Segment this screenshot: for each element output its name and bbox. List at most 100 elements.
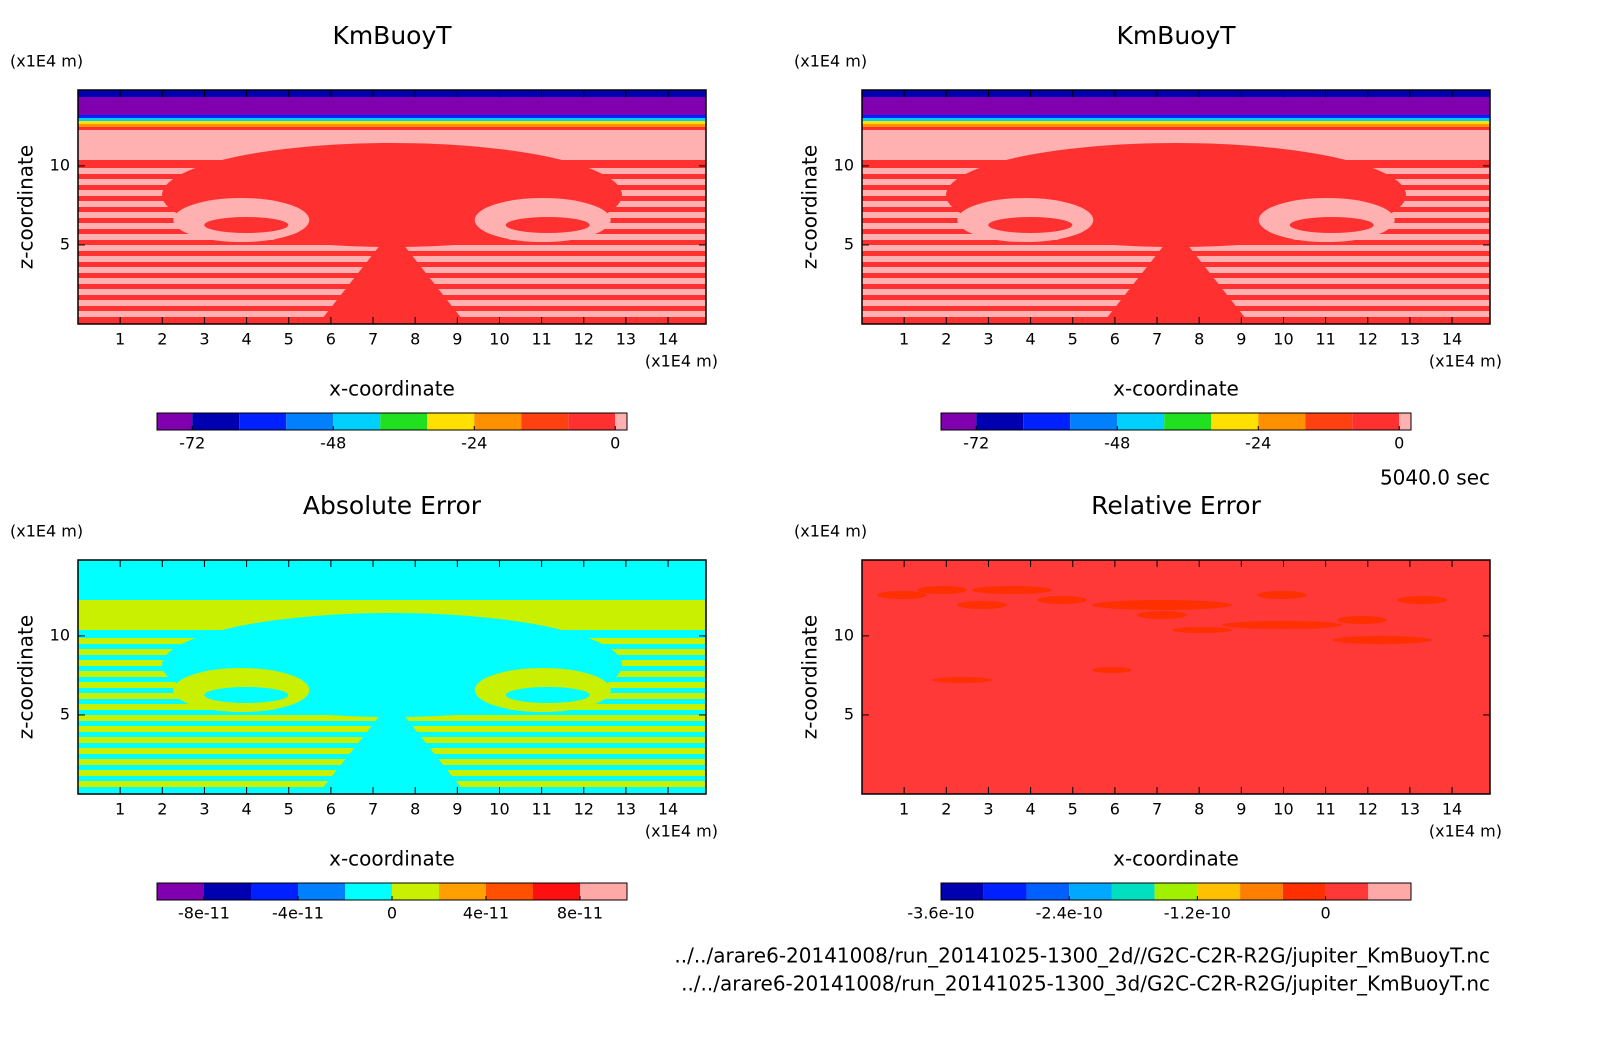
field-spot — [1092, 600, 1232, 610]
colorbar-tick-label: -4e-11 — [272, 904, 324, 923]
colorbar-cell — [1305, 413, 1353, 430]
x-tick-label: 10 — [1273, 800, 1293, 819]
colorbar-cell — [615, 413, 627, 430]
x-axis-label: x-coordinate — [329, 847, 455, 871]
y-unit: (x1E4 m) — [10, 52, 83, 71]
field-blob — [318, 700, 466, 794]
x-unit: (x1E4 m) — [1429, 822, 1502, 841]
colorbar-cell — [1164, 413, 1212, 430]
x-tick-label: 5 — [1068, 330, 1078, 349]
field-band — [862, 124, 1490, 127]
x-tick-label: 14 — [658, 330, 678, 349]
x-tick-label: 11 — [1315, 330, 1335, 349]
y-tick-label: 5 — [60, 704, 70, 723]
x-tick-label: 1 — [115, 800, 125, 819]
x-tick-label: 1 — [899, 800, 909, 819]
y-axis-label: z-coordinate — [14, 145, 38, 269]
colorbar-tick-label: -2.4e-10 — [1036, 904, 1103, 923]
field-band — [78, 90, 706, 97]
colorbar-cell — [392, 883, 439, 900]
x-tick-label: 4 — [241, 330, 251, 349]
x-tick-label: 9 — [452, 800, 462, 819]
y-unit: (x1E4 m) — [10, 522, 83, 541]
colorbar-cell — [251, 883, 298, 900]
colorbar-frame — [156, 412, 628, 431]
x-tick-label: 14 — [1442, 800, 1462, 819]
y-unit: (x1E4 m) — [794, 52, 867, 71]
x-tick-label: 13 — [1400, 330, 1420, 349]
file-path: ../../arare6-20141008/run_20141025-1300_… — [681, 972, 1490, 996]
y-axis-label: z-coordinate — [14, 615, 38, 739]
x-tick-label: 7 — [368, 800, 378, 819]
field-spot — [972, 586, 1052, 594]
colorbar-cell — [580, 883, 627, 900]
colorbar-cell — [333, 413, 381, 430]
field-swirl-core — [988, 217, 1073, 233]
x-tick-label: 11 — [531, 330, 551, 349]
y-axis-label: z-coordinate — [798, 615, 822, 739]
field-spot — [1222, 621, 1342, 629]
colorbar-cell — [1197, 883, 1241, 900]
contour-field — [862, 560, 1490, 794]
field-band — [78, 118, 706, 121]
colorbar-cell — [157, 413, 193, 430]
colorbar-tick-label: 0 — [610, 434, 620, 453]
x-tick-label: 12 — [574, 800, 594, 819]
colorbar-cell — [157, 883, 204, 900]
x-tick-label: 3 — [199, 800, 209, 819]
colorbar-cell — [486, 883, 533, 900]
colorbar-cell — [286, 413, 334, 430]
x-tick-label: 4 — [241, 800, 251, 819]
x-tick-label: 4 — [1025, 330, 1035, 349]
x-unit: (x1E4 m) — [1429, 352, 1502, 371]
contour-field — [78, 90, 706, 324]
field-spot — [877, 591, 927, 599]
field-band — [862, 90, 1490, 97]
colorbar-cell — [976, 413, 1024, 430]
colorbar-cell — [345, 883, 392, 900]
x-tick-label: 3 — [983, 800, 993, 819]
chart-title: KmBuoyT — [1116, 21, 1236, 50]
colorbar-frame — [940, 412, 1412, 431]
colorbar-cell — [1211, 413, 1259, 430]
x-tick-label: 1 — [115, 330, 125, 349]
field-spot — [917, 586, 967, 594]
field-spot — [1257, 591, 1307, 599]
x-axis-label: x-coordinate — [1113, 847, 1239, 871]
x-tick-label: 6 — [1110, 800, 1120, 819]
x-tick-label: 7 — [1152, 330, 1162, 349]
x-tick-label: 2 — [157, 330, 167, 349]
y-tick-label: 5 — [844, 704, 854, 723]
field-band — [78, 124, 706, 127]
x-tick-label: 11 — [1315, 800, 1335, 819]
field-spot — [957, 601, 1007, 609]
colorbar-frame — [940, 882, 1412, 901]
field-spot — [932, 677, 992, 683]
chart-title: Relative Error — [1091, 491, 1261, 520]
field-spot — [1092, 667, 1132, 673]
x-tick-label: 10 — [489, 800, 509, 819]
field-spot — [1332, 636, 1432, 644]
colorbar-cell — [298, 883, 345, 900]
y-tick-label: 10 — [50, 155, 70, 174]
field-band — [862, 121, 1490, 124]
plot-frame — [77, 89, 707, 325]
colorbar-cell — [1325, 883, 1369, 900]
field-swirl-core — [505, 217, 590, 233]
colorbar-cell — [1069, 883, 1112, 900]
y-unit: (x1E4 m) — [794, 522, 867, 541]
colorbar-cell — [1282, 883, 1326, 900]
x-tick-label: 14 — [1442, 330, 1462, 349]
x-axis-label: x-coordinate — [1113, 377, 1239, 401]
colorbar-tick-label: -3.6e-10 — [907, 904, 974, 923]
file-path: ../../arare6-20141008/run_20141025-1300_… — [674, 944, 1490, 968]
x-tick-label: 6 — [326, 800, 336, 819]
colorbar-tick-label: -24 — [461, 434, 487, 453]
field-swirl-core — [1289, 217, 1374, 233]
colorbar-cell — [427, 413, 475, 430]
field-band — [78, 97, 706, 115]
x-tick-label: 2 — [941, 800, 951, 819]
x-tick-label: 13 — [616, 330, 636, 349]
x-tick-label: 7 — [1152, 800, 1162, 819]
time-label: 5040.0 sec — [1380, 466, 1490, 490]
